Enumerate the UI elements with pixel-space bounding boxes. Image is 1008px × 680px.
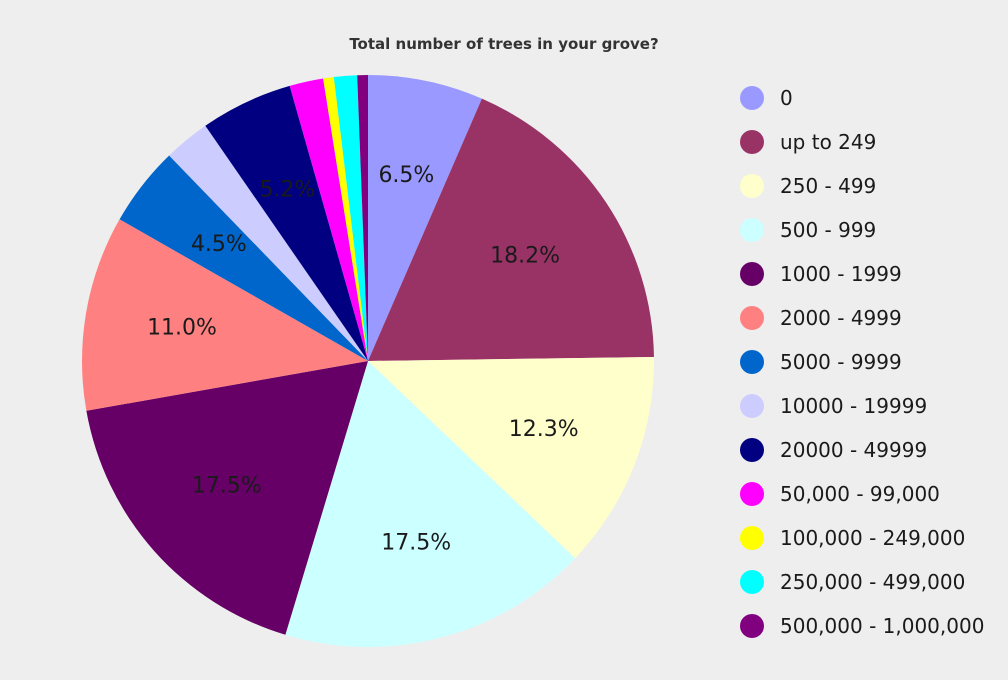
pie-slice [285, 361, 576, 647]
pie-slice [323, 77, 368, 362]
pie-slice [289, 78, 368, 362]
legend-item: 500 - 999 [740, 208, 984, 252]
pie-slice [333, 75, 368, 361]
slice-data-label: 17.5% [381, 530, 451, 555]
legend-swatch [740, 130, 764, 154]
legend-item: 1000 - 1999 [740, 252, 984, 296]
pie-slice [205, 85, 368, 362]
legend-item: 2000 - 4999 [740, 296, 984, 340]
slice-data-label: 17.5% [192, 473, 262, 498]
legend-label: 500 - 999 [780, 218, 877, 242]
legend-label: 100,000 - 249,000 [780, 526, 966, 550]
pie-slice [119, 155, 368, 361]
pie-slice [368, 75, 482, 361]
legend-label: 250,000 - 499,000 [780, 570, 966, 594]
legend-label: 0 [780, 86, 793, 110]
legend-label: 500,000 - 1,000,000 [780, 614, 985, 638]
legend-label: 1000 - 1999 [780, 262, 902, 286]
slice-data-label: 4.5% [191, 232, 247, 257]
pie-slice [169, 125, 368, 361]
legend-swatch [740, 526, 764, 550]
legend-item: 100,000 - 249,000 [740, 516, 984, 560]
slice-data-label: 11.0% [147, 316, 217, 341]
legend-swatch [740, 350, 764, 374]
legend-label: 250 - 499 [780, 174, 877, 198]
legend-item: 20000 - 49999 [740, 428, 984, 472]
chart-title: Total number of trees in your grove? [349, 35, 659, 53]
legend-item: 250 - 499 [740, 164, 984, 208]
legend-swatch [740, 394, 764, 418]
slice-data-label: 18.2% [490, 243, 560, 268]
legend-item: up to 249 [740, 120, 984, 164]
legend-item: 250,000 - 499,000 [740, 560, 984, 604]
legend-label: 2000 - 4999 [780, 306, 902, 330]
legend-item: 500,000 - 1,000,000 [740, 604, 984, 648]
pie-slice [368, 98, 654, 361]
pie-slice [357, 75, 368, 361]
legend-item: 50,000 - 99,000 [740, 472, 984, 516]
slice-data-label: 6.5% [378, 163, 434, 188]
legend-swatch [740, 482, 764, 506]
legend-swatch [740, 218, 764, 242]
legend-swatch [740, 570, 764, 594]
legend-label: 10000 - 19999 [780, 394, 928, 418]
legend-swatch [740, 86, 764, 110]
legend-label: 20000 - 49999 [780, 438, 928, 462]
legend-swatch [740, 174, 764, 198]
slice-data-label: 12.3% [509, 417, 579, 442]
legend-swatch [740, 306, 764, 330]
pie-slice [82, 219, 368, 411]
legend-label: 50,000 - 99,000 [780, 482, 940, 506]
pie-slice [86, 361, 368, 635]
legend-label: 5000 - 9999 [780, 350, 902, 374]
slice-data-label: 5.2% [259, 177, 315, 202]
legend-item: 5000 - 9999 [740, 340, 984, 384]
pie-slice [368, 356, 654, 559]
legend-item: 0 [740, 76, 984, 120]
legend-label: up to 249 [780, 130, 877, 154]
legend-swatch [740, 614, 764, 638]
legend-swatch [740, 262, 764, 286]
legend-swatch [740, 438, 764, 462]
chart-legend: 0 up to 249 250 - 499 500 - 999 1000 - 1999 2… [740, 76, 984, 648]
legend-item: 10000 - 19999 [740, 384, 984, 428]
